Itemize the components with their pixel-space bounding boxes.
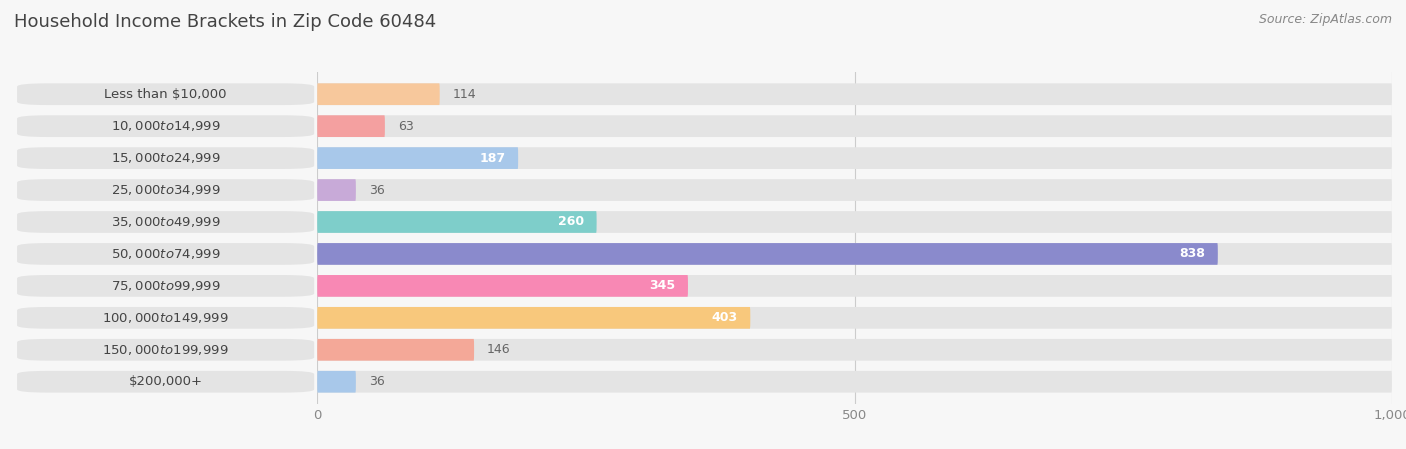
FancyBboxPatch shape <box>17 307 314 329</box>
Text: $15,000 to $24,999: $15,000 to $24,999 <box>111 151 221 165</box>
FancyBboxPatch shape <box>318 211 596 233</box>
Text: $200,000+: $200,000+ <box>128 375 202 388</box>
Text: $150,000 to $199,999: $150,000 to $199,999 <box>103 343 229 357</box>
FancyBboxPatch shape <box>318 243 1392 265</box>
Text: Household Income Brackets in Zip Code 60484: Household Income Brackets in Zip Code 60… <box>14 13 436 31</box>
Text: $75,000 to $99,999: $75,000 to $99,999 <box>111 279 221 293</box>
FancyBboxPatch shape <box>318 371 356 392</box>
Text: 260: 260 <box>558 216 583 229</box>
Text: 403: 403 <box>711 311 737 324</box>
FancyBboxPatch shape <box>318 84 1392 105</box>
Text: 345: 345 <box>650 279 675 292</box>
FancyBboxPatch shape <box>318 307 1392 329</box>
Text: 36: 36 <box>368 375 384 388</box>
FancyBboxPatch shape <box>17 84 314 105</box>
FancyBboxPatch shape <box>318 339 474 361</box>
FancyBboxPatch shape <box>318 275 688 297</box>
FancyBboxPatch shape <box>318 307 751 329</box>
FancyBboxPatch shape <box>318 211 1392 233</box>
Text: 114: 114 <box>453 88 477 101</box>
FancyBboxPatch shape <box>318 147 1392 169</box>
FancyBboxPatch shape <box>318 84 440 105</box>
Text: 36: 36 <box>368 184 384 197</box>
Text: 187: 187 <box>479 152 505 165</box>
FancyBboxPatch shape <box>318 179 356 201</box>
FancyBboxPatch shape <box>318 243 1218 265</box>
Text: $50,000 to $74,999: $50,000 to $74,999 <box>111 247 221 261</box>
FancyBboxPatch shape <box>17 115 314 137</box>
Text: $100,000 to $149,999: $100,000 to $149,999 <box>103 311 229 325</box>
FancyBboxPatch shape <box>17 179 314 201</box>
FancyBboxPatch shape <box>318 371 1392 392</box>
FancyBboxPatch shape <box>17 211 314 233</box>
FancyBboxPatch shape <box>17 147 314 169</box>
FancyBboxPatch shape <box>318 179 1392 201</box>
Text: Source: ZipAtlas.com: Source: ZipAtlas.com <box>1258 13 1392 26</box>
Text: 146: 146 <box>486 343 510 357</box>
FancyBboxPatch shape <box>17 339 314 361</box>
FancyBboxPatch shape <box>318 275 1392 297</box>
FancyBboxPatch shape <box>17 371 314 392</box>
FancyBboxPatch shape <box>17 275 314 297</box>
FancyBboxPatch shape <box>318 147 519 169</box>
Text: $25,000 to $34,999: $25,000 to $34,999 <box>111 183 221 197</box>
FancyBboxPatch shape <box>318 115 385 137</box>
FancyBboxPatch shape <box>318 339 1392 361</box>
Text: Less than $10,000: Less than $10,000 <box>104 88 226 101</box>
FancyBboxPatch shape <box>318 115 1392 137</box>
Text: $35,000 to $49,999: $35,000 to $49,999 <box>111 215 221 229</box>
Text: 838: 838 <box>1180 247 1205 260</box>
Text: 63: 63 <box>398 119 413 132</box>
FancyBboxPatch shape <box>17 243 314 265</box>
Text: $10,000 to $14,999: $10,000 to $14,999 <box>111 119 221 133</box>
